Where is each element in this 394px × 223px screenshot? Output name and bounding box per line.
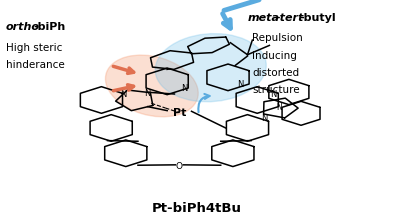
Text: -biPh: -biPh <box>33 22 65 31</box>
Text: Repulsion: Repulsion <box>252 33 303 43</box>
Ellipse shape <box>106 55 198 117</box>
Text: -butyl: -butyl <box>300 13 336 23</box>
Text: High steric: High steric <box>6 43 62 53</box>
Text: inducing: inducing <box>252 51 297 60</box>
Text: N: N <box>261 114 268 123</box>
Text: N: N <box>276 103 282 112</box>
Text: ortho: ortho <box>6 22 40 31</box>
Text: -tert: -tert <box>275 13 304 23</box>
Text: hinderance: hinderance <box>6 60 65 70</box>
Text: N: N <box>181 83 188 93</box>
Text: structure: structure <box>252 85 299 95</box>
Text: Pt: Pt <box>173 108 186 118</box>
Text: N: N <box>120 90 126 99</box>
Text: N: N <box>145 89 151 98</box>
Text: Pt-biPh4tBu: Pt-biPh4tBu <box>152 202 242 215</box>
Ellipse shape <box>155 34 266 102</box>
Text: distorted: distorted <box>252 68 299 78</box>
Text: meta: meta <box>248 13 280 23</box>
Text: O: O <box>176 162 183 171</box>
Text: N: N <box>270 90 276 99</box>
Text: N: N <box>237 80 243 89</box>
